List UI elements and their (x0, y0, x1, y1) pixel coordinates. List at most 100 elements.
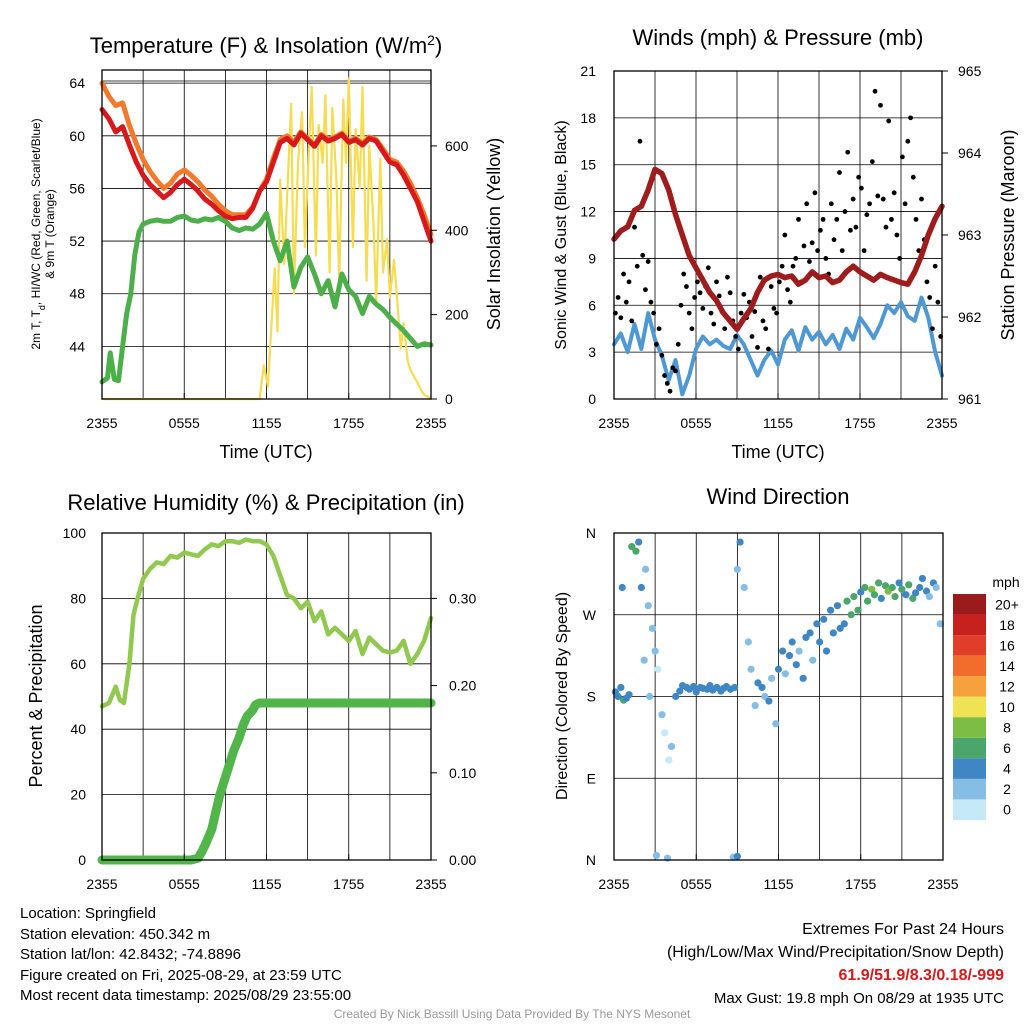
gust-point (681, 271, 687, 277)
gust-point (793, 256, 799, 261)
temperature-series (99, 77, 434, 401)
gust-point (640, 252, 646, 258)
winds-ytick-label: 18 (580, 110, 596, 126)
gust-point (757, 274, 763, 280)
gust-point (815, 248, 821, 254)
gust-point (889, 216, 894, 222)
temperature-ytick-label: 56 (69, 180, 85, 196)
humidity-xtick-label: 1755 (333, 876, 364, 892)
gust-point (878, 102, 883, 108)
winds-y2tick-label: 961 (958, 391, 982, 407)
gust-point (837, 170, 842, 175)
pressure-line (611, 166, 945, 333)
direction-point (792, 661, 800, 669)
direction-point (765, 697, 773, 705)
gust-point (697, 290, 703, 296)
colorbar-swatch (953, 594, 986, 615)
winds-xtick-label: 2355 (926, 415, 957, 431)
colorbar-label: 12 (999, 678, 1015, 694)
direction-point (652, 851, 661, 860)
gust-point (708, 310, 714, 316)
colorbar-swatch (953, 778, 986, 800)
humidity-y2tick-label: 0.10 (449, 765, 476, 781)
gust-point (621, 271, 626, 277)
gust-point (880, 196, 886, 202)
winds-y2tick-label: 964 (958, 145, 982, 161)
colorbar-label: 18 (999, 617, 1015, 633)
humidity-ytick-label: 100 (63, 525, 87, 541)
direction-point (826, 606, 835, 614)
gust-point (678, 302, 684, 308)
direction-point (854, 606, 862, 614)
direction-point (870, 591, 879, 599)
colorbar-label: 14 (999, 658, 1015, 674)
gust-point (766, 346, 771, 352)
direction-point (772, 720, 780, 728)
gust-point (741, 291, 747, 297)
temperature-xtick-label: 1755 (333, 415, 364, 431)
temperature-series-0 (99, 107, 434, 244)
gust-point (897, 256, 903, 261)
direction-xtick-label: 1155 (763, 876, 793, 892)
temperature-panel: Temperature (F) & Insolation (W/m2) 44 48… (29, 32, 504, 462)
gust-point (637, 138, 643, 144)
direction-point (658, 711, 666, 719)
colorbar-label: 2 (1003, 781, 1011, 797)
winds-ytick-label: 21 (580, 63, 596, 79)
gust-point (807, 259, 812, 264)
gust-point (725, 274, 730, 280)
direction-point (654, 665, 662, 673)
gust-point (894, 232, 900, 238)
direction-point (799, 674, 807, 682)
temperature-ylabel-line1: 2m T, Td, HI/WC (Red, Green, Scarlet/Blu… (29, 118, 47, 349)
direction-point (816, 638, 824, 646)
direction-point (661, 729, 669, 737)
direction-point (632, 547, 640, 555)
direction-point (676, 687, 684, 695)
rh-line (99, 537, 434, 709)
gust-point (910, 174, 916, 180)
colorbar-swatch (953, 696, 986, 718)
direction-point (736, 538, 744, 546)
direction-point (840, 620, 848, 628)
speed-colorbar: mph 20+ 18 16 14 12 10 8 6 4 2 0 (953, 574, 1020, 820)
direction-point (922, 587, 931, 595)
gust-point (932, 263, 938, 269)
gust-point (867, 201, 872, 207)
wind-speed-line (612, 295, 944, 397)
direction-point (618, 583, 626, 592)
direction-point (918, 574, 927, 583)
winds-grid (613, 70, 943, 400)
direction-point (781, 670, 789, 678)
colorbar-label: 6 (1003, 740, 1011, 756)
humidity-grid (101, 532, 432, 861)
direction-point (925, 592, 933, 601)
gust-point (716, 293, 722, 299)
gust-point (755, 345, 760, 350)
gust-point (673, 368, 678, 374)
direction-title: Wind Direction (706, 484, 849, 509)
gust-point (919, 196, 924, 202)
gust-point (927, 295, 933, 300)
humidity-xtick-label: 0555 (169, 876, 200, 892)
temperature-title: Temperature (F) & Insolation (W/m2) (90, 32, 443, 58)
winds-xlabel: Time (UTC) (731, 442, 824, 462)
direction-point (663, 854, 672, 862)
direction-ytick-label: N (586, 852, 596, 868)
gust-point (618, 315, 624, 321)
gust-point (790, 263, 796, 269)
direction-ytick-label: E (587, 770, 596, 786)
direction-point (733, 852, 741, 860)
temperature-ytick-label: 48 (69, 286, 85, 302)
winds-xtick-label: 1155 (763, 415, 793, 431)
winds-ticks: 0 3 6 9 12 15 18 21 961 962 963 964 965 2355 0555 1155 1… (580, 63, 981, 431)
gust-point (935, 299, 941, 305)
direction-point (932, 583, 940, 592)
gust-point (872, 88, 878, 94)
direction-point (843, 597, 851, 605)
temperature-xtick-label: 2355 (86, 415, 117, 431)
colorbar-swatch (953, 758, 986, 779)
winds-title: Winds (mph) & Pressure (mb) (633, 25, 924, 50)
direction-point (916, 583, 924, 592)
extremes-info: Extremes For Past 24 Hours (High/Low/Max… (667, 918, 1004, 1010)
